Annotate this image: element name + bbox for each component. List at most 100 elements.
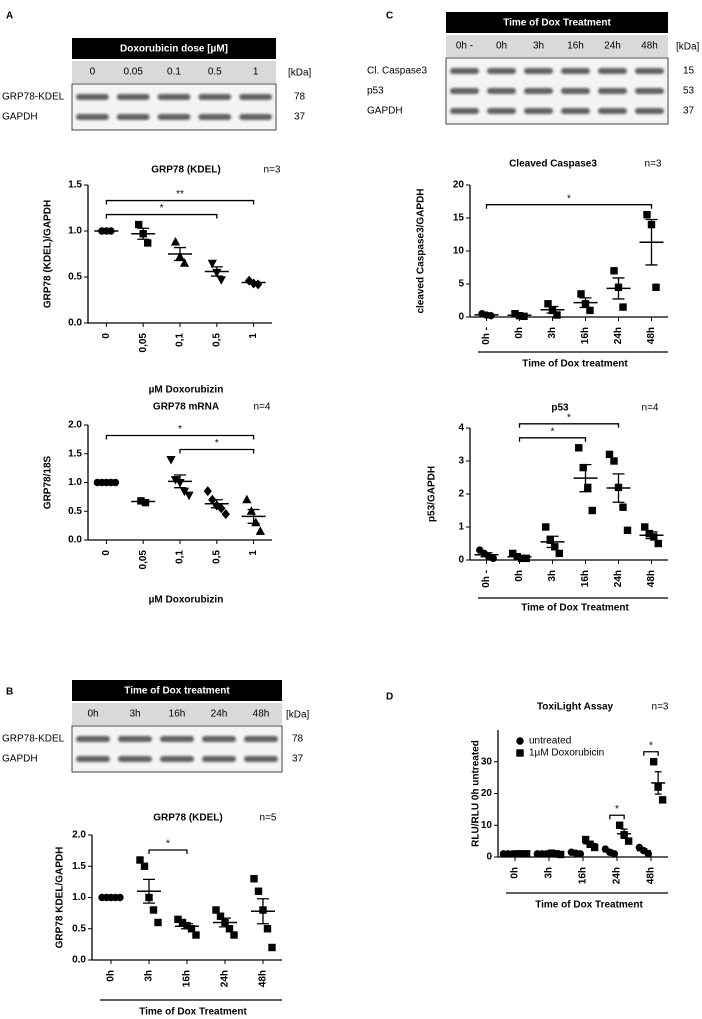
blot-row-label: GAPDH xyxy=(2,754,38,765)
blot-row-kda: 78 xyxy=(294,92,306,103)
blot-band xyxy=(157,114,191,120)
kda-unit: [kDa] xyxy=(676,42,700,53)
x-tick-label: 48h xyxy=(646,327,657,344)
blot-band xyxy=(239,114,272,120)
blot-row-label: GRP78-KDEL xyxy=(2,92,65,103)
lane-header xyxy=(72,703,282,725)
data-point xyxy=(192,931,200,939)
sample-size: n=3 xyxy=(652,702,669,713)
lane-label: 3h xyxy=(533,41,544,52)
lane-label: 0h xyxy=(87,709,98,720)
data-point xyxy=(216,276,226,285)
sem-bar xyxy=(174,474,186,489)
data-point xyxy=(586,306,594,315)
blot-band xyxy=(202,736,236,742)
sample-size: n=4 xyxy=(642,403,659,414)
x-tick-label: 24h xyxy=(612,867,623,884)
lane-header xyxy=(72,61,276,83)
y-tick-label: 1.0 xyxy=(68,226,82,237)
blot-band xyxy=(524,108,553,114)
data-point xyxy=(184,491,194,501)
sem-bar xyxy=(137,499,150,504)
x-axis-label: Time of Dox Treatment xyxy=(521,603,629,614)
kda-unit: [kDa] xyxy=(286,710,310,721)
significance-label: * xyxy=(215,438,219,449)
y-tick-label: 1 xyxy=(458,522,464,533)
data-point xyxy=(588,506,596,515)
data-point xyxy=(584,483,592,492)
blot-row-label: p53 xyxy=(367,86,384,97)
blot-title: Doxorubicin dose [µM] xyxy=(120,44,228,55)
blot-band xyxy=(450,88,479,94)
x-axis-label: Time of Dox Treatment xyxy=(139,1007,247,1018)
chart-title: p53 xyxy=(551,403,569,414)
x-tick-label: 48h xyxy=(646,867,657,884)
blot-band xyxy=(76,756,110,762)
y-tick-label: 20 xyxy=(481,788,493,799)
x-tick-label: 1 xyxy=(248,333,259,339)
blot-row-kda: 37 xyxy=(292,754,304,765)
sem-bar xyxy=(606,849,614,854)
sem-bar xyxy=(640,848,648,854)
x-tick-label: 3h xyxy=(144,970,155,982)
x-tick-label: 16h xyxy=(580,327,591,344)
significance-bracket xyxy=(179,448,255,454)
data-point xyxy=(250,875,258,883)
data-point xyxy=(212,906,220,914)
blot-band xyxy=(487,68,516,74)
x-axis-label: Time of Dox Treatment xyxy=(535,900,643,911)
x-tick-label: 0,5 xyxy=(211,333,222,347)
lane-label: 3h xyxy=(129,709,140,720)
sample-size: n=5 xyxy=(260,813,277,824)
sem-bar xyxy=(174,246,186,262)
blot-row-kda: 37 xyxy=(683,106,695,117)
x-tick-label: 0h xyxy=(510,867,521,879)
x-tick-label: 16h xyxy=(182,970,193,987)
lane-label: 16h xyxy=(567,41,584,52)
blot-row-label: GAPDH xyxy=(367,106,403,117)
blot-image xyxy=(71,725,283,773)
blot-band xyxy=(450,68,479,74)
blot-row-kda: 37 xyxy=(294,112,306,123)
data-point xyxy=(255,526,265,535)
data-point xyxy=(207,259,217,269)
significance-label: * xyxy=(178,424,182,435)
y-tick-label: 2.0 xyxy=(68,420,82,431)
lane-label: 1 xyxy=(253,67,259,78)
data-point xyxy=(546,536,554,544)
sem-bar xyxy=(612,473,625,503)
data-point xyxy=(254,887,263,895)
blot-band xyxy=(524,68,553,74)
blot-band xyxy=(116,94,150,100)
lane-label: 16h xyxy=(169,709,186,720)
data-point xyxy=(144,239,152,247)
legend-label: 1µM Doxorubicin xyxy=(529,748,604,759)
y-tick-label: 0.5 xyxy=(72,923,86,934)
y-tick-label: 5 xyxy=(458,279,464,290)
y-tick-label: 2.0 xyxy=(72,830,86,841)
y-tick-label: 0.5 xyxy=(68,506,82,517)
x-tick-label: 0,5 xyxy=(211,550,222,564)
sample-size: n=3 xyxy=(645,159,662,170)
x-tick-label: 0h xyxy=(106,970,117,982)
data-point xyxy=(649,758,658,766)
x-tick-label: 48h xyxy=(258,970,269,987)
y-tick-label: 0 xyxy=(458,312,464,323)
blot-band xyxy=(76,94,109,100)
y-tick-label: 1.0 xyxy=(68,477,82,488)
blot-band xyxy=(244,756,278,762)
blot-band xyxy=(76,114,109,120)
lane-label: 0h xyxy=(496,41,507,52)
y-axis-label: GRP78/18S xyxy=(43,455,54,509)
data-point xyxy=(654,539,662,548)
x-tick-label: 3h xyxy=(547,327,558,339)
y-tick-label: 4 xyxy=(458,423,464,434)
sample-size: n=4 xyxy=(254,402,271,413)
chart-title: GRP78 (KDEL) xyxy=(153,813,222,824)
blot-header xyxy=(72,38,276,59)
blot-row-label: Cl. Caspase3 xyxy=(367,66,427,77)
x-tick-label: 24h xyxy=(613,570,624,587)
blot-band xyxy=(635,68,664,74)
lane-label: 0.5 xyxy=(208,67,222,78)
y-tick-label: 10 xyxy=(453,246,465,257)
